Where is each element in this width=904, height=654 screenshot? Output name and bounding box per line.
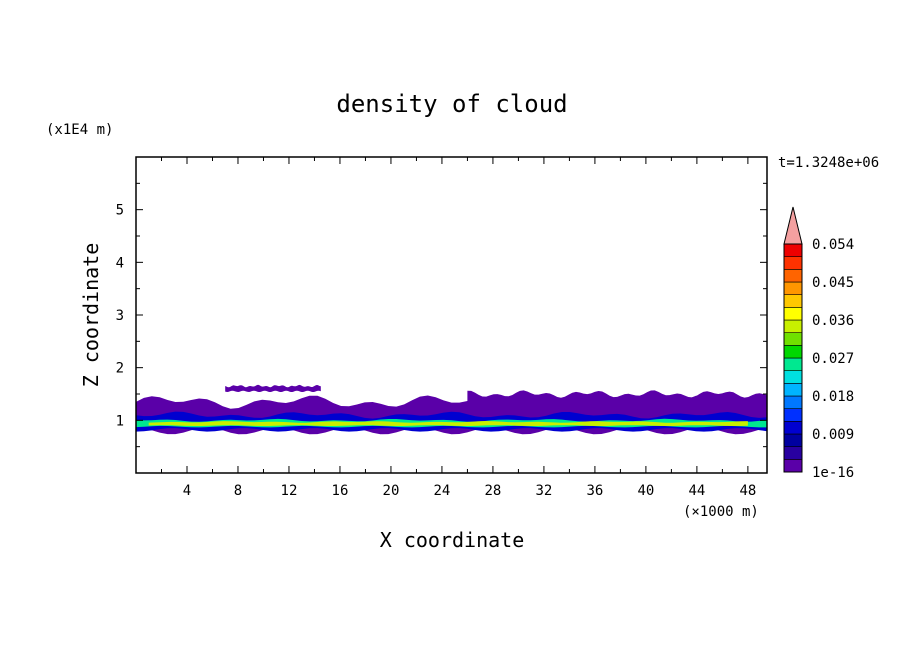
x-tick-label: 16 xyxy=(332,483,349,499)
colorbar-segment xyxy=(783,243,803,257)
density-region xyxy=(148,421,748,426)
colorbar-tick-label: 1e-16 xyxy=(812,465,854,481)
colorbar-segment xyxy=(783,370,803,384)
colorbar-segment xyxy=(783,383,803,397)
colorbar-segment xyxy=(783,294,803,308)
density-region xyxy=(225,384,321,392)
x-tick-label: 28 xyxy=(484,483,501,499)
y-tick-label: 3 xyxy=(116,308,124,324)
colorbar-tick-label: 0.027 xyxy=(812,351,854,367)
time-label: t=1.3248e+06 xyxy=(778,155,879,171)
colorbar-segment xyxy=(783,345,803,359)
colorbar-segment xyxy=(783,256,803,270)
colorbar-segment xyxy=(783,395,803,409)
colorbar-segment xyxy=(783,459,803,473)
colorbar-frame xyxy=(783,243,803,473)
x-tick-label: 48 xyxy=(739,483,756,499)
x-tick-label: 4 xyxy=(183,483,191,499)
x-tick-label: 36 xyxy=(586,483,603,499)
x-tick-label: 40 xyxy=(637,483,654,499)
colorbar: 1e-16 0.009 0.018 0.027 0.036 0.045 0.054 xyxy=(783,206,854,481)
colorbar-segment xyxy=(783,269,803,283)
colorbar-tick-label: 0.036 xyxy=(812,313,854,329)
colorbar-segment xyxy=(783,408,803,422)
colorbar-segment xyxy=(783,332,803,346)
x-tick-label: 20 xyxy=(383,483,400,499)
x-tick-label: 8 xyxy=(234,483,242,499)
y-unit-label: (x1E4 m) xyxy=(46,122,113,138)
colorbar-segment xyxy=(783,421,803,435)
colorbar-tick-label: 0.045 xyxy=(812,275,854,291)
colorbar-segment xyxy=(783,357,803,371)
x-tick-label: 32 xyxy=(535,483,552,499)
density-region xyxy=(467,390,767,412)
cloud-density-field xyxy=(136,384,767,435)
y-tick-label: 4 xyxy=(116,255,124,271)
colorbar-tick-label: 0.009 xyxy=(812,427,854,443)
colorbar-segment xyxy=(783,319,803,333)
x-tick-label: 24 xyxy=(434,483,451,499)
colorbar-segment xyxy=(783,446,803,460)
colorbar-segment xyxy=(783,281,803,295)
y-axis-label: Z coordinate xyxy=(79,243,103,388)
y-tick-label: 5 xyxy=(116,203,124,219)
x-tick-label: 12 xyxy=(281,483,298,499)
y-tick-label: 1 xyxy=(116,413,124,429)
y-tick-label: 2 xyxy=(116,361,124,377)
colorbar-segment xyxy=(783,433,803,447)
x-axis-ticks: 4 8 12 16 20 24 28 32 36 40 44 48 xyxy=(160,157,756,499)
x-axis-label: X coordinate xyxy=(380,528,525,552)
y-axis-ticks: 1 2 3 4 5 xyxy=(116,182,767,448)
colorbar-segment xyxy=(783,307,803,321)
chart-title: density of cloud xyxy=(336,90,567,118)
x-tick-label: 44 xyxy=(688,483,705,499)
colorbar-tick-label: 0.018 xyxy=(812,389,854,405)
colorbar-tick-label: 0.054 xyxy=(812,237,854,253)
x-unit-label: (×1000 m) xyxy=(683,504,759,520)
